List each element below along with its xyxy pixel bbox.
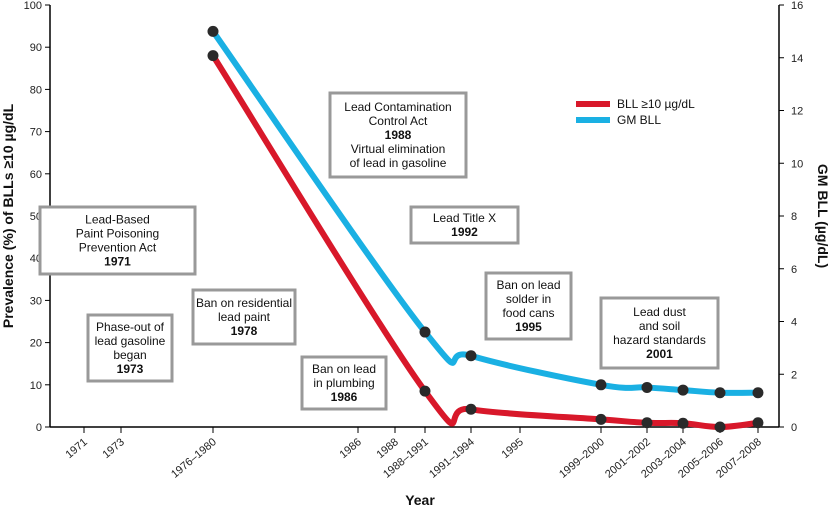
x-tick-label: 1986 — [337, 436, 363, 461]
annotation-year: 1988 — [385, 128, 412, 142]
left-tick-label: 30 — [30, 295, 42, 307]
annotation-line: Lead-Based — [85, 213, 150, 227]
annotation-line: of lead in gasoline — [350, 156, 447, 170]
annotation-line: Prevention Act — [79, 241, 157, 255]
series-0-point — [641, 417, 653, 429]
left-tick-label: 90 — [30, 42, 42, 54]
annotation-year: 1971 — [104, 255, 131, 269]
series-0-point — [595, 413, 607, 425]
annotation-frame — [484, 271, 573, 341]
legend-label-1: GM BLL — [617, 113, 661, 127]
right-tick-label: 12 — [791, 106, 803, 118]
series-1-point — [595, 379, 607, 391]
legend: BLL ≥10 µg/dL GM BLL — [576, 97, 695, 127]
series-1-point — [677, 384, 689, 396]
annotation-year: 1995 — [515, 320, 542, 334]
right-tick-label: 4 — [791, 317, 797, 329]
annotation-line: solder in — [506, 292, 551, 306]
series-line-1 — [210, 28, 761, 396]
right-tick-label: 14 — [791, 53, 803, 65]
x-tick-label: 1995 — [499, 436, 525, 461]
series-0-point — [752, 417, 764, 429]
annotation-line: Virtual elimination — [351, 142, 446, 156]
y-axis-right-title: GM BLL (µg/dL) — [815, 164, 831, 268]
y-axis-left-title: Prevalence (%) of BLLs ≥10 µg/dL — [0, 103, 16, 328]
series-layer — [207, 25, 764, 433]
right-tick-label: 2 — [791, 369, 797, 381]
annotation-year: 1978 — [231, 324, 258, 338]
annotation-year: 1986 — [331, 390, 358, 404]
annotation-line: Ban on lead — [312, 362, 376, 376]
annotation-frame — [300, 355, 388, 411]
right-axis: 0 2 4 6 8 10 12 14 16 — [779, 0, 803, 434]
annotation-line: lead paint — [218, 310, 271, 324]
annotation-frame — [409, 205, 520, 245]
annotation-line: in plumbing — [313, 376, 374, 390]
left-tick-label: 100 — [24, 0, 42, 12]
x-tick-label: 1971 — [63, 436, 89, 461]
annotation-line: Phase-out of — [96, 320, 165, 334]
annotation-frame — [599, 296, 720, 370]
left-tick-label: 80 — [30, 84, 42, 96]
x-tick-label: 1999–2000 — [557, 436, 607, 481]
left-tick-label: 10 — [30, 380, 42, 392]
left-tick-label: 70 — [30, 127, 42, 139]
x-tick-label: 1976–1980 — [169, 436, 219, 481]
annotation-line: Ban on lead — [496, 278, 560, 292]
x-tick-label: 1991–1994 — [427, 436, 477, 481]
x-axis: 1971 1973 1976–1980 1986 19881988–19911991–1… — [63, 427, 764, 481]
right-tick-label: 16 — [791, 0, 803, 12]
series-0-point — [419, 385, 431, 397]
annotation-line: Paint Poisoning — [76, 227, 159, 241]
right-tick-label: 6 — [791, 264, 797, 276]
annotation-year: 1973 — [117, 362, 144, 376]
annotation-frame — [38, 205, 197, 276]
annotation-frame — [328, 91, 468, 179]
left-tick-label: 20 — [30, 338, 42, 350]
series-0-point — [714, 421, 726, 433]
right-tick-label: 10 — [791, 158, 803, 170]
series-line-0 — [210, 52, 761, 431]
series-1-point — [641, 381, 653, 393]
x-tick-label: 1973 — [100, 436, 126, 461]
series-1-point — [207, 25, 219, 37]
series-1-point — [465, 350, 477, 362]
annotation-year: 1992 — [451, 225, 478, 239]
annotation-frame — [86, 313, 174, 383]
annotation-line: Control Act — [369, 114, 428, 128]
annotation-line: began — [113, 348, 146, 362]
annotation-line: Lead Contamination — [344, 100, 451, 114]
annotation-line: and soil — [639, 319, 680, 333]
annotation-line: lead gasoline — [95, 334, 166, 348]
series-1-point — [752, 387, 764, 399]
legend-label-0: BLL ≥10 µg/dL — [617, 97, 695, 111]
series-1-point — [419, 326, 431, 338]
annotation-line: Lead Title X — [433, 211, 496, 225]
annotation-line: Lead dust — [633, 305, 686, 319]
annotation-line: Ban on residential — [196, 296, 292, 310]
series-0-point — [465, 403, 477, 415]
annotation-year: 2001 — [646, 347, 673, 361]
series-1-point — [714, 387, 726, 399]
left-tick-label: 60 — [30, 169, 42, 181]
x-axis-title: Year — [405, 492, 435, 508]
right-tick-label: 0 — [791, 422, 797, 434]
annotation-line: food cans — [502, 306, 554, 320]
annotation-frame — [191, 288, 297, 346]
series-0-point — [677, 417, 689, 429]
annotation-line: hazard standards — [613, 333, 706, 347]
right-tick-label: 8 — [791, 211, 797, 223]
series-0-point — [207, 50, 219, 62]
left-tick-label: 0 — [36, 422, 42, 434]
